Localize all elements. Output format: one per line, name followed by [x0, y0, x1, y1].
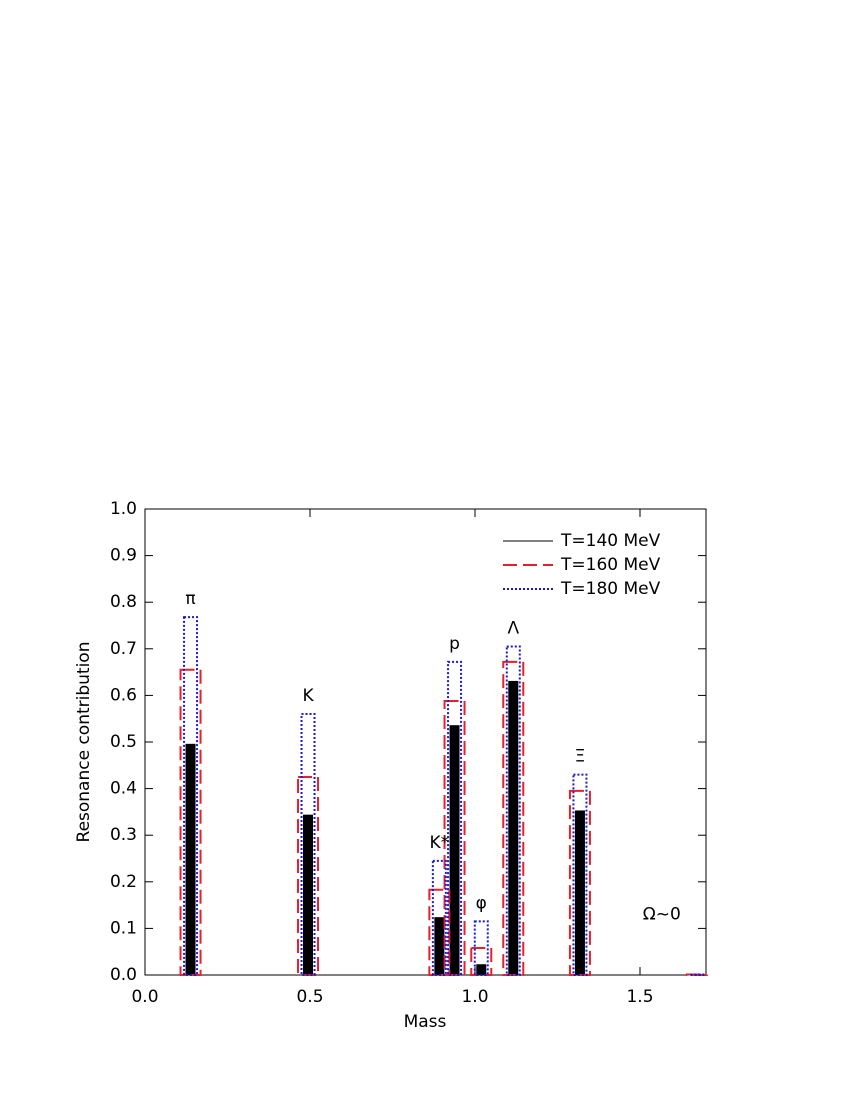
y-tick-label: 0.6	[110, 685, 137, 705]
y-tick-label: 0.0	[110, 965, 137, 985]
y-tick-label: 0.9	[110, 546, 137, 566]
legend-label: T=180 MeV	[560, 579, 661, 599]
bar-annotation: φ	[476, 893, 487, 913]
bar	[568, 789, 591, 976]
bar	[303, 814, 314, 976]
bar-annotation: K*	[430, 833, 450, 853]
y-tick-label: 0.5	[110, 732, 137, 752]
y-tick-label: 0.8	[110, 592, 137, 612]
bar-annotation: π	[185, 589, 195, 609]
y-axis-label: Resonance contribution	[74, 642, 94, 843]
bar-annotation: Ω~0	[643, 904, 681, 924]
bar	[689, 973, 705, 976]
bar	[447, 660, 463, 977]
y-tick-label: 0.7	[110, 639, 137, 659]
x-tick-label: 0.0	[131, 987, 158, 1007]
bar	[431, 859, 447, 977]
bar-annotation: p	[449, 634, 460, 654]
bar	[470, 946, 493, 976]
x-axis-label: Mass	[404, 1012, 447, 1032]
x-tick-label: 1.5	[626, 987, 653, 1007]
y-tick-label: 0.4	[110, 779, 137, 799]
y-tick-label: 0.2	[110, 872, 137, 892]
bar	[183, 616, 199, 976]
x-tick-label: 0.5	[296, 987, 323, 1007]
legend-label: T=160 MeV	[560, 555, 661, 575]
legend-label: T=140 MeV	[560, 531, 661, 551]
bar	[572, 773, 588, 976]
bar-annotation: Λ	[507, 618, 519, 638]
y-tick-label: 0.1	[110, 918, 137, 938]
bar	[428, 888, 451, 976]
bar	[473, 920, 489, 976]
bar	[449, 725, 460, 976]
bar-annotation: Ξ	[575, 747, 586, 767]
bar-annotation: K	[302, 686, 314, 706]
bar	[574, 810, 585, 976]
bar	[505, 645, 521, 976]
bar	[179, 668, 202, 977]
bar	[300, 713, 316, 976]
bar	[185, 743, 196, 976]
bar	[508, 680, 519, 976]
y-tick-label: 1.0	[110, 499, 137, 519]
bar	[476, 964, 487, 976]
x-tick-label: 1.0	[461, 987, 488, 1007]
bar	[434, 917, 445, 976]
y-tick-label: 0.3	[110, 825, 137, 845]
